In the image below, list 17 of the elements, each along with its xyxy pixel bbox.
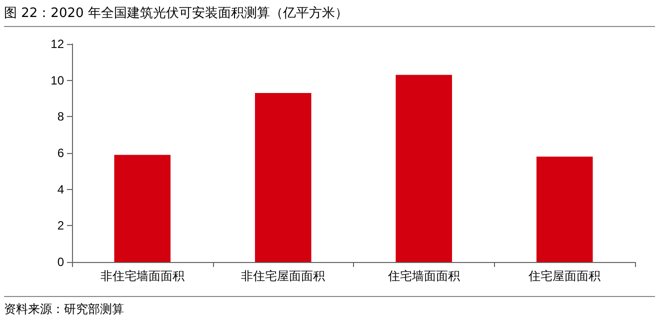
y-tick-label: 6 — [57, 146, 64, 160]
bar — [114, 154, 171, 262]
chart-title: 图 22：2020 年全国建筑光伏可安装面积测算（亿平方米） — [4, 4, 655, 27]
bar — [254, 93, 312, 262]
y-tick-label: 2 — [57, 218, 64, 233]
x-tick-label: 非住宅墙面面积 — [100, 269, 184, 283]
y-tick-label: 8 — [57, 110, 64, 124]
y-tick-label: 4 — [57, 182, 64, 196]
bar — [396, 74, 452, 262]
x-tick-label: 住宅墙面面积 — [386, 269, 460, 283]
y-tick-label: 0 — [57, 255, 64, 269]
text: 资料来源：研究部测算 — [4, 296, 655, 318]
bar — [536, 156, 593, 262]
y-tick-label: 10 — [50, 73, 64, 88]
x-tick-label: 住宅屋面面积 — [528, 269, 601, 283]
x-tick-label: 非住宅屋面面积 — [241, 269, 326, 283]
y-tick-label: 12 — [50, 37, 64, 51]
